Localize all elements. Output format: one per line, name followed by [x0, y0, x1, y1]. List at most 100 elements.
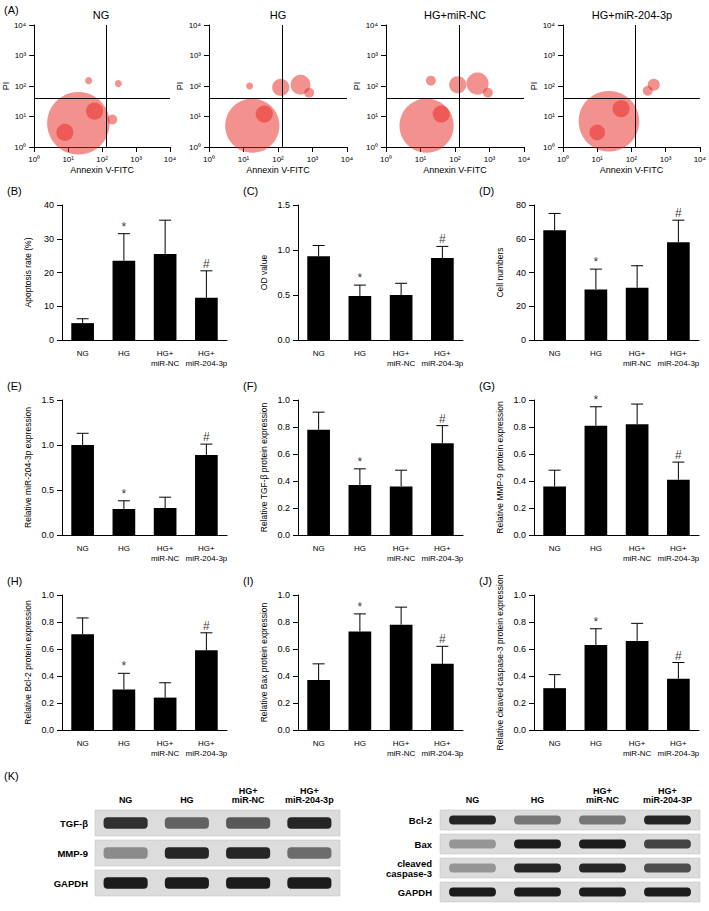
svg-text:10⁴: 10⁴	[694, 155, 707, 164]
svg-text:Bcl-2: Bcl-2	[409, 815, 432, 826]
svg-text:0.4: 0.4	[277, 671, 290, 681]
svg-text:miR-204-3p: miR-204-3p	[185, 554, 227, 563]
svg-text:#: #	[439, 632, 446, 646]
svg-text:40: 40	[516, 268, 526, 278]
svg-text:1.0: 1.0	[41, 590, 54, 600]
svg-text:miR-204-3p: miR-204-3p	[421, 554, 463, 563]
svg-text:10²: 10²	[272, 155, 284, 164]
svg-text:(I): (I)	[243, 575, 253, 587]
svg-text:miR-NC: miR-NC	[623, 359, 652, 368]
svg-text:10⁴: 10⁴	[366, 21, 379, 30]
svg-text:0.2: 0.2	[513, 503, 526, 513]
svg-text:20: 20	[44, 268, 54, 278]
svg-text:miR-NC: miR-NC	[623, 554, 652, 563]
svg-text:NG: NG	[119, 795, 133, 805]
svg-text:0.0: 0.0	[513, 530, 526, 540]
svg-text:#: #	[203, 257, 210, 271]
svg-text:HG+: HG+	[157, 739, 174, 748]
svg-text:(K): (K)	[4, 770, 19, 782]
svg-text:0.0: 0.0	[277, 725, 290, 735]
svg-text:HG+: HG+	[434, 739, 451, 748]
svg-text:(H): (H)	[7, 575, 22, 587]
svg-text:HG+: HG+	[629, 739, 646, 748]
svg-text:30: 30	[44, 234, 54, 244]
svg-text:0.6: 0.6	[277, 449, 290, 459]
svg-text:#: #	[675, 448, 682, 462]
svg-text:HG+: HG+	[670, 349, 687, 358]
svg-text:miR-NC: miR-NC	[151, 359, 180, 368]
svg-text:#: #	[439, 232, 446, 246]
svg-text:*: *	[594, 393, 599, 407]
svg-text:10⁰: 10⁰	[28, 155, 40, 164]
svg-text:HG+: HG+	[670, 739, 687, 748]
svg-text:NG: NG	[549, 544, 561, 553]
svg-text:NG: NG	[313, 739, 325, 748]
svg-text:HG: HG	[354, 349, 366, 358]
svg-text:*: *	[122, 659, 127, 673]
svg-text:10²: 10²	[189, 82, 201, 91]
svg-text:miR-NC: miR-NC	[387, 359, 416, 368]
svg-text:0.8: 0.8	[513, 422, 526, 432]
svg-text:PI: PI	[1, 82, 11, 91]
svg-text:0.0: 0.0	[41, 725, 54, 735]
svg-text:10¹: 10¹	[591, 155, 603, 164]
svg-text:HG+: HG+	[434, 349, 451, 358]
svg-text:10²: 10²	[449, 155, 461, 164]
svg-text:*: *	[122, 487, 127, 501]
svg-text:1.0: 1.0	[277, 245, 290, 255]
svg-text:HG: HG	[590, 739, 602, 748]
svg-text:#: #	[675, 649, 682, 663]
svg-text:Cell numbers: Cell numbers	[495, 247, 505, 297]
svg-text:HG+: HG+	[393, 739, 410, 748]
svg-text:HG+: HG+	[157, 544, 174, 553]
svg-text:HG+: HG+	[670, 544, 687, 553]
svg-text:80: 80	[516, 200, 526, 210]
svg-text:miR-NC: miR-NC	[151, 749, 180, 758]
svg-text:0.8: 0.8	[41, 617, 54, 627]
svg-text:0: 0	[49, 335, 54, 345]
svg-text:(D): (D)	[479, 185, 494, 197]
svg-text:miR-204-3p: miR-204-3p	[421, 359, 463, 368]
svg-text:1.0: 1.0	[513, 590, 526, 600]
svg-text:#: #	[203, 619, 210, 633]
svg-text:NG: NG	[77, 349, 89, 358]
svg-text:10⁴: 10⁴	[164, 155, 177, 164]
svg-text:Bax: Bax	[415, 839, 433, 850]
svg-text:miR-204-3p: miR-204-3p	[657, 359, 699, 368]
svg-text:HG+: HG+	[198, 349, 215, 358]
svg-text:HG+: HG+	[393, 544, 410, 553]
svg-text:miR-NC: miR-NC	[151, 554, 180, 563]
svg-text:Relative MMP-9 protein express: Relative MMP-9 protein expression	[495, 401, 505, 534]
svg-text:miR-NC: miR-NC	[387, 749, 416, 758]
svg-text:0: 0	[521, 335, 526, 345]
svg-text:0.6: 0.6	[41, 644, 54, 654]
svg-text:*: *	[594, 615, 599, 629]
svg-text:#: #	[439, 412, 446, 426]
svg-text:0.8: 0.8	[277, 422, 290, 432]
svg-text:10³: 10³	[189, 51, 201, 60]
svg-text:(F): (F)	[243, 380, 257, 392]
svg-text:NG: NG	[549, 349, 561, 358]
svg-text:0.2: 0.2	[513, 698, 526, 708]
svg-text:HG: HG	[270, 9, 287, 21]
svg-text:10¹: 10¹	[238, 155, 250, 164]
svg-text:HG+: HG+	[198, 739, 215, 748]
svg-text:NG: NG	[466, 795, 480, 805]
svg-text:0.4: 0.4	[513, 476, 526, 486]
svg-text:GAPDH: GAPDH	[54, 878, 88, 889]
svg-text:miR-NC: miR-NC	[623, 749, 652, 758]
svg-text:TGF-β: TGF-β	[60, 818, 88, 829]
svg-text:Relative miR-204-3p expression: Relative miR-204-3p expression	[23, 407, 33, 528]
svg-text:60: 60	[516, 234, 526, 244]
svg-text:Relative TGF-β protein express: Relative TGF-β protein expression	[259, 403, 269, 533]
svg-text:HG: HG	[354, 544, 366, 553]
svg-text:HG+miR-NC: HG+miR-NC	[424, 9, 486, 21]
svg-text:NG: NG	[313, 349, 325, 358]
svg-text:1.5: 1.5	[41, 395, 54, 405]
svg-text:*: *	[594, 255, 599, 269]
svg-text:10³: 10³	[15, 51, 27, 60]
svg-text:*: *	[358, 271, 363, 285]
svg-text:10⁰: 10⁰	[557, 155, 569, 164]
svg-text:NG: NG	[313, 544, 325, 553]
svg-text:10⁰: 10⁰	[203, 155, 215, 164]
